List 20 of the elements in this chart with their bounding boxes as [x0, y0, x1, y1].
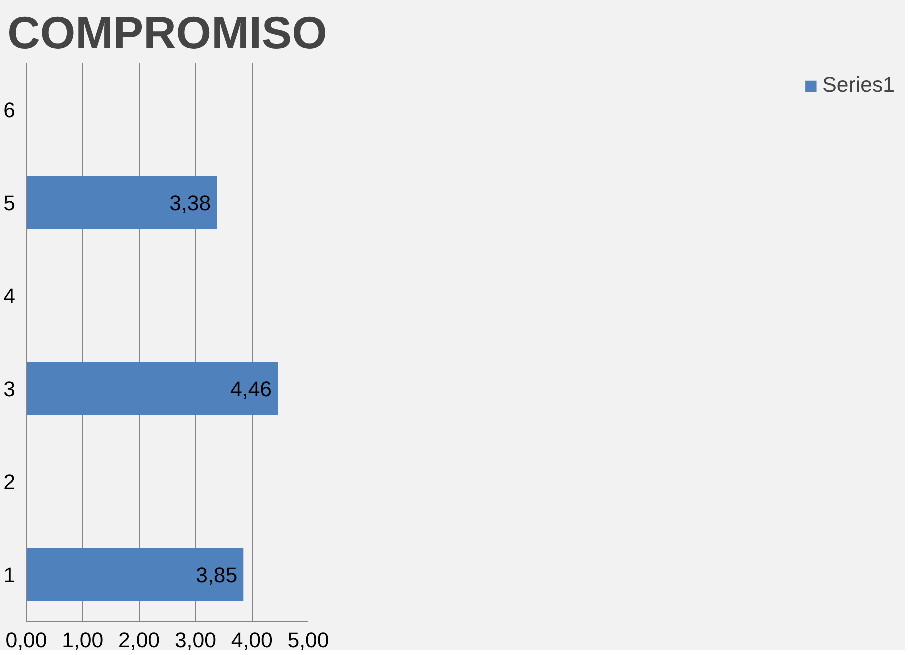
data-label: 3,85	[196, 564, 238, 588]
bar	[26, 362, 278, 416]
x-tick-label: 2,00	[118, 628, 160, 652]
y-tick-label: 1	[4, 564, 16, 588]
bar	[26, 548, 244, 602]
y-tick-label: 5	[4, 192, 16, 216]
legend-label: Series1	[822, 73, 895, 98]
x-tick-label: 3,00	[174, 628, 217, 652]
chart-title: COMPROMISO	[8, 8, 328, 58]
x-tick-label: 1,00	[62, 628, 104, 652]
y-tick-label: 6	[4, 98, 16, 122]
y-tick-label: 2	[4, 470, 16, 494]
x-tick-label: 0,00	[6, 628, 48, 652]
y-tick-label: 3	[4, 378, 16, 402]
x-tick-label: 5,00	[288, 628, 330, 652]
data-label: 3,38	[170, 192, 212, 216]
bar	[26, 176, 218, 230]
y-tick-label: 4	[4, 284, 16, 308]
x-tick-label: 4,00	[231, 628, 273, 652]
data-label: 4,46	[230, 378, 272, 402]
